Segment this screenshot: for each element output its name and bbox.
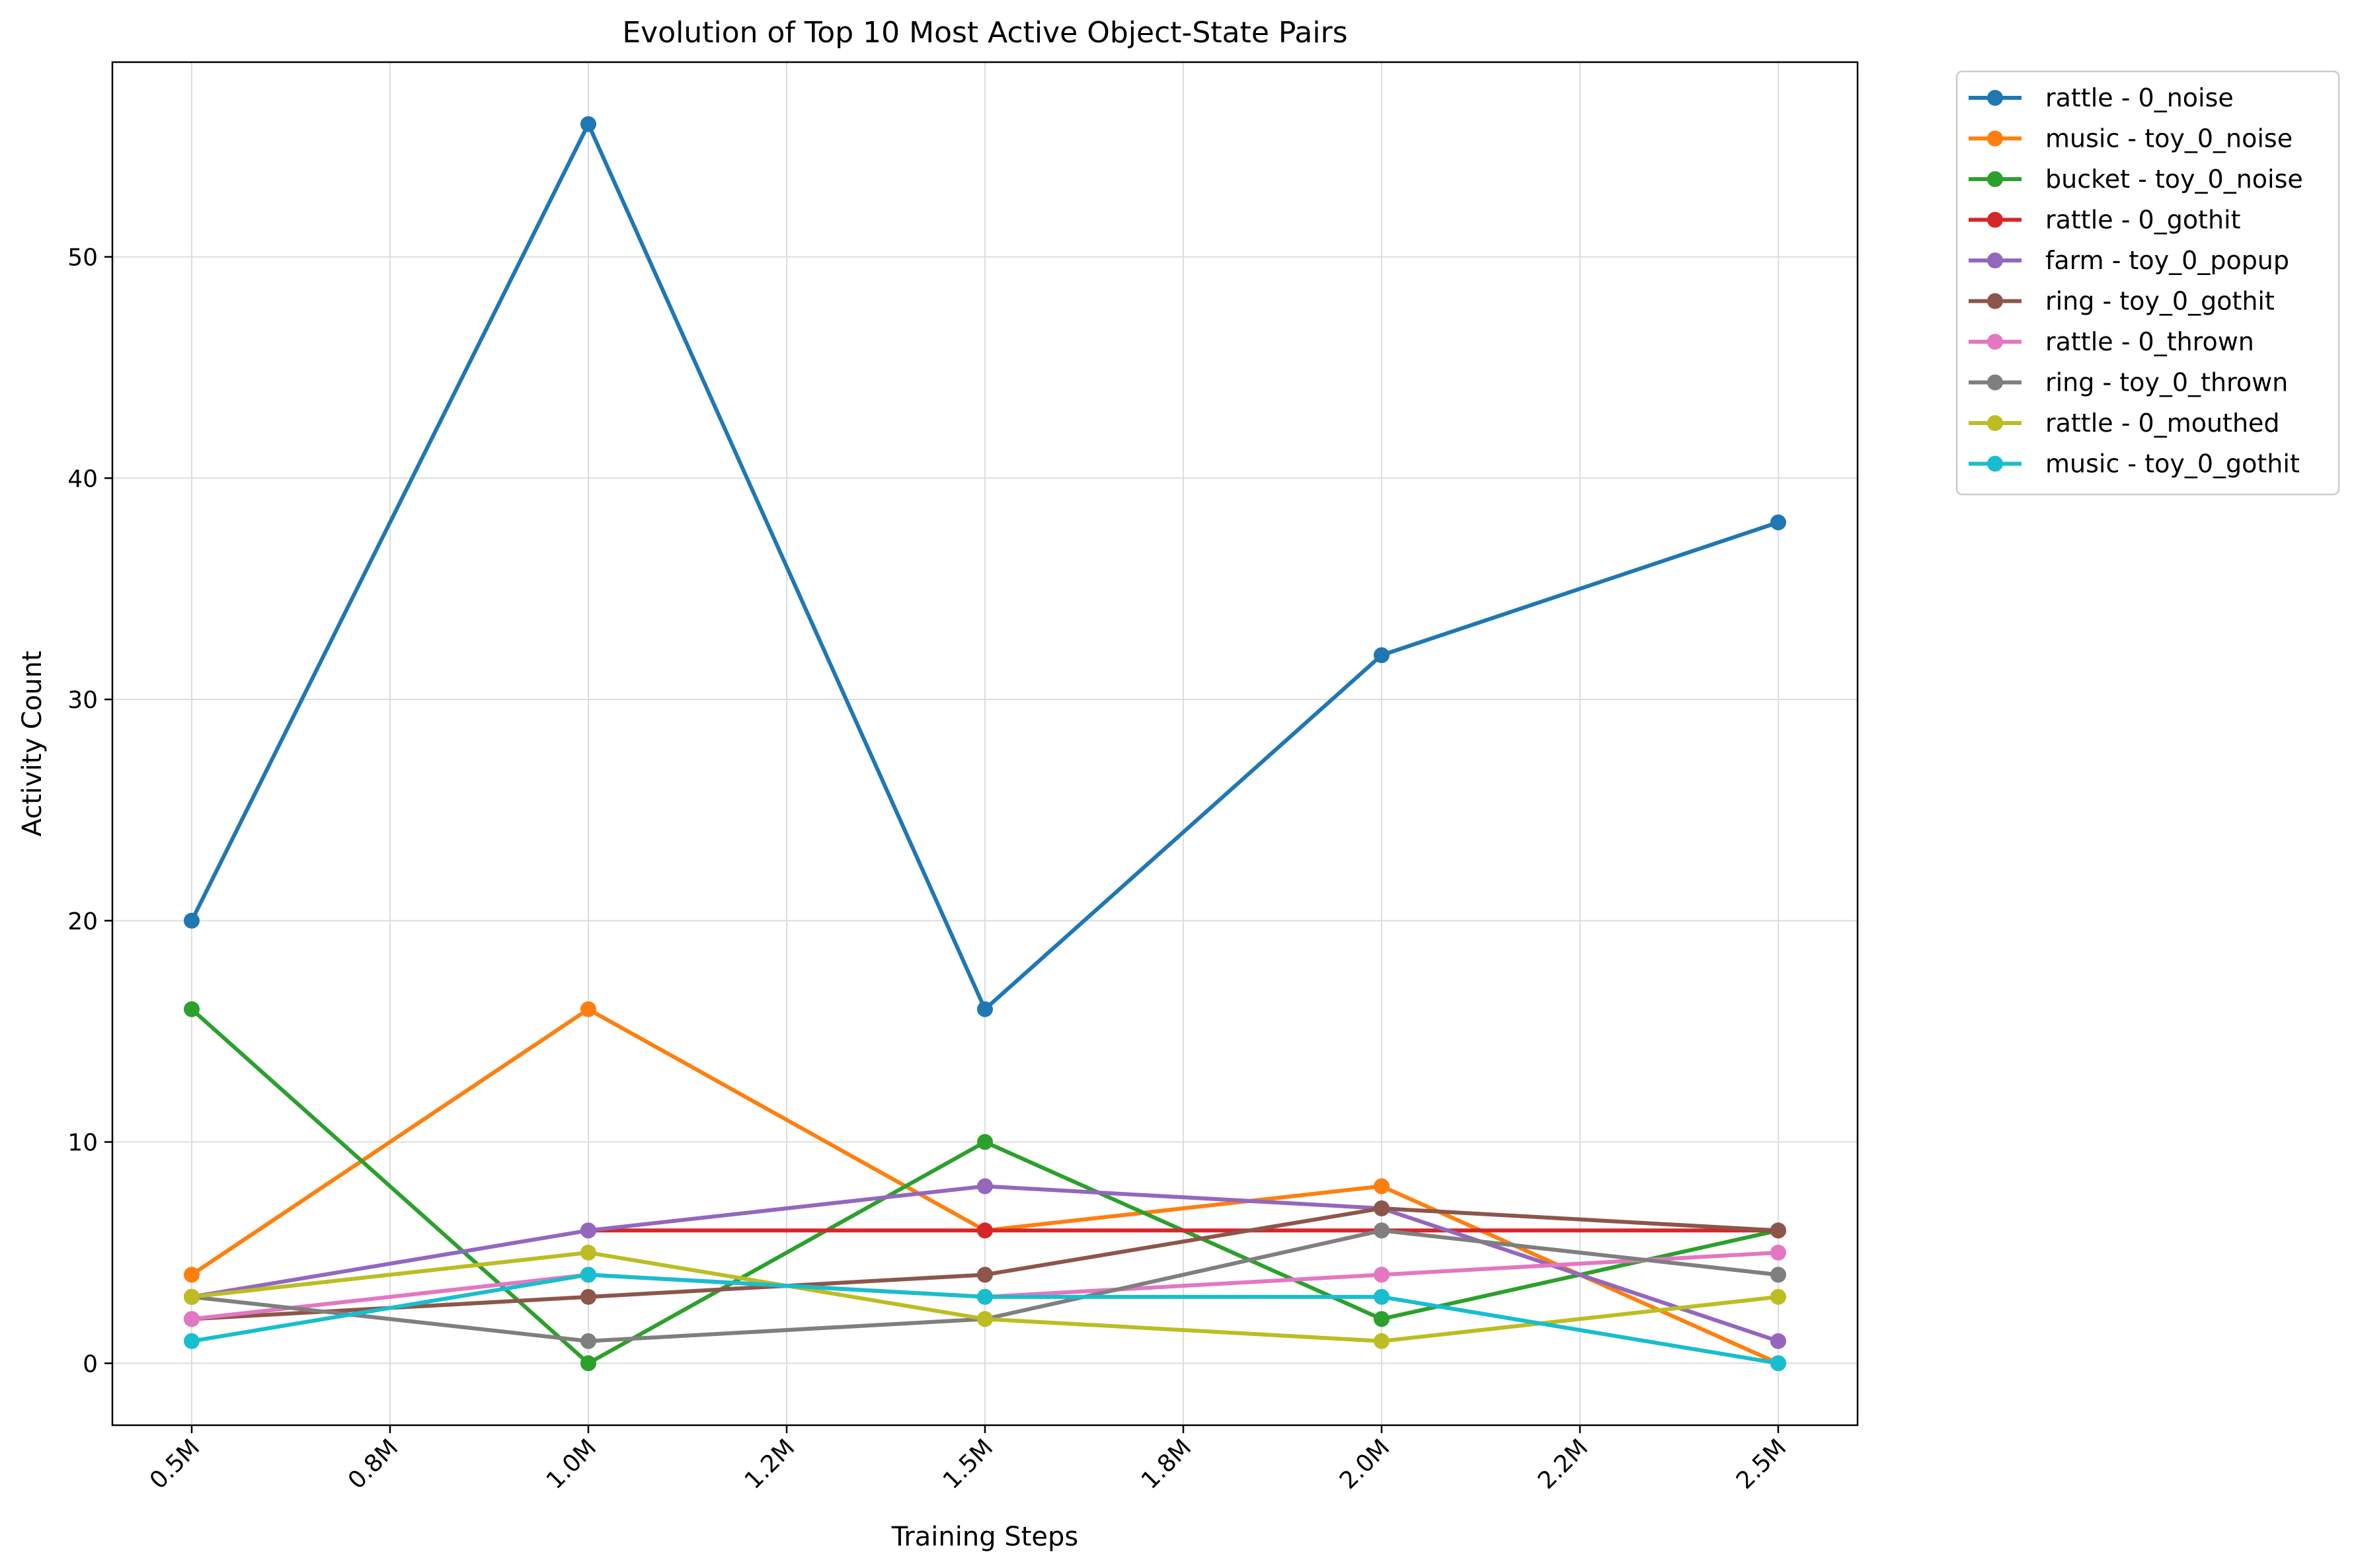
series-point — [184, 912, 200, 929]
series-point — [1374, 1311, 1390, 1327]
series-point — [1770, 514, 1786, 531]
series-point — [977, 1178, 993, 1195]
legend-label: ring - toy_0_gothit — [2045, 287, 2275, 316]
series-point — [1770, 1288, 1786, 1305]
legend-marker-swatch — [1987, 415, 2003, 431]
series-point — [1770, 1333, 1786, 1349]
legend-marker-swatch — [1987, 130, 2003, 147]
series-point — [1374, 1200, 1390, 1216]
series-point — [1374, 1222, 1390, 1239]
legend-marker-swatch — [1987, 334, 2003, 350]
legend-marker-swatch — [1987, 374, 2003, 391]
legend-label: music - toy_0_gothit — [2045, 450, 2300, 479]
series-point — [977, 1267, 993, 1283]
y-axis-ticks: 0 10 20 30 40 50 — [67, 245, 112, 1378]
series-markers — [184, 116, 1786, 1372]
series-point — [977, 1288, 993, 1305]
y-axis-label: Activity Count — [17, 650, 48, 836]
legend-marker-swatch — [1987, 90, 2003, 106]
legend-label: ring - toy_0_thrown — [2045, 368, 2288, 397]
series-point — [580, 116, 596, 132]
series-point — [1374, 1267, 1390, 1283]
series-point — [184, 1267, 200, 1283]
legend-label: music - toy_0_noise — [2045, 124, 2293, 153]
legend-box — [1955, 70, 2340, 496]
series-point — [977, 1134, 993, 1150]
series-point — [977, 1222, 993, 1239]
legend-marker-swatch — [1987, 293, 2003, 309]
series-point — [580, 1267, 596, 1283]
y-tick-label: 20 — [67, 908, 98, 935]
legend-label: rattle - 0_thrown — [2045, 327, 2254, 356]
series-point — [580, 1222, 596, 1239]
series-point — [977, 1311, 993, 1327]
legend-marker-swatch — [1987, 212, 2003, 228]
legend-label: bucket - toy_0_noise — [2045, 165, 2303, 194]
y-tick-label: 40 — [67, 465, 98, 492]
series-point — [580, 1288, 596, 1305]
series-point — [1374, 1178, 1390, 1195]
series-point — [1770, 1222, 1786, 1239]
x-axis-label: Training Steps — [891, 1522, 1078, 1552]
series-point — [1374, 647, 1390, 664]
series-point — [184, 1288, 200, 1305]
series-point — [580, 1333, 596, 1349]
y-tick-label: 10 — [67, 1130, 98, 1157]
series-point — [1374, 1288, 1390, 1305]
series-point — [1374, 1333, 1390, 1349]
series-point — [580, 1355, 596, 1372]
y-tick-label: 50 — [67, 245, 98, 272]
series-point — [184, 1001, 200, 1017]
y-tick-label: 30 — [67, 687, 98, 714]
legend-marker-swatch — [1987, 171, 2003, 187]
series-point — [1770, 1244, 1786, 1261]
legend-marker-swatch — [1987, 253, 2003, 268]
chart-title: Evolution of Top 10 Most Active Object-S… — [622, 16, 1347, 50]
series-point — [1770, 1355, 1786, 1372]
series-point — [580, 1001, 596, 1017]
legend-label: farm - toy_0_popup — [2045, 246, 2289, 275]
legend-label: rattle - 0_noise — [2045, 83, 2234, 112]
series-point — [580, 1244, 596, 1261]
series-point — [977, 1001, 993, 1017]
legend-label: rattle - 0_gothit — [2045, 206, 2241, 235]
legend-marker-swatch — [1987, 455, 2003, 472]
series-point — [1770, 1267, 1786, 1283]
series-point — [184, 1333, 200, 1349]
series-point — [184, 1311, 200, 1327]
legend-label: rattle - 0_mouthed — [2045, 409, 2280, 438]
y-tick-label: 0 — [83, 1351, 98, 1378]
